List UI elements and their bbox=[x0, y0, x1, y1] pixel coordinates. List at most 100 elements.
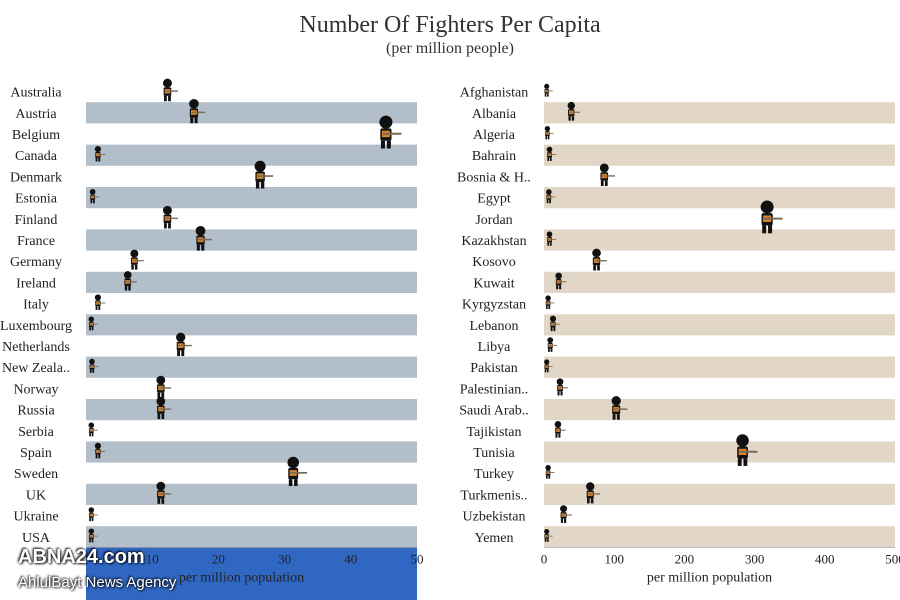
category-label: Saudi Arab.. bbox=[459, 404, 529, 419]
fighter-leg bbox=[386, 140, 391, 149]
category-label: Serbia bbox=[18, 425, 55, 440]
category-label: Canada bbox=[15, 149, 58, 164]
fighter-leg bbox=[95, 454, 98, 459]
fighter-leg bbox=[768, 225, 773, 234]
fighter-leg bbox=[547, 369, 549, 373]
category-label: Turkey bbox=[474, 467, 514, 482]
fighter-leg bbox=[571, 116, 575, 121]
row-band bbox=[86, 144, 417, 166]
fighter-leg bbox=[131, 264, 134, 270]
row-band bbox=[86, 187, 417, 209]
fighter-head bbox=[760, 200, 774, 214]
fighter-leg bbox=[157, 498, 161, 504]
fighter-leg bbox=[550, 348, 553, 352]
fighter-icon bbox=[130, 249, 144, 270]
fighter-head bbox=[546, 189, 552, 195]
row-band bbox=[544, 187, 895, 209]
category-label: Kazakhstan bbox=[461, 234, 526, 249]
row-band bbox=[544, 399, 895, 421]
fighter-icon bbox=[544, 125, 554, 140]
category-label: Egypt bbox=[477, 192, 511, 207]
tick-label: 20 bbox=[212, 551, 225, 566]
fighter-icon bbox=[88, 422, 98, 437]
fighter-head bbox=[736, 434, 749, 447]
fighter-leg bbox=[560, 391, 563, 396]
fighter-leg bbox=[545, 136, 548, 140]
row-band bbox=[86, 314, 417, 336]
fighter-leg bbox=[124, 285, 128, 291]
fighter-icon bbox=[176, 332, 192, 357]
row-band bbox=[86, 229, 417, 251]
category-label: Afghanistan bbox=[460, 86, 528, 101]
tick-label: 0 bbox=[541, 551, 548, 566]
fighter-icon bbox=[88, 316, 98, 331]
fighter-head bbox=[567, 101, 576, 110]
fighter-icon bbox=[560, 505, 572, 523]
fighter-leg bbox=[549, 242, 552, 246]
fighter-icon bbox=[544, 529, 553, 542]
fighter-head bbox=[94, 145, 102, 153]
fighter-icon bbox=[592, 248, 607, 271]
fighter-leg bbox=[288, 479, 293, 486]
fighter-head bbox=[546, 231, 553, 238]
fighter-head bbox=[555, 272, 562, 280]
fighter-head bbox=[89, 189, 96, 195]
fighter-leg bbox=[380, 140, 385, 149]
category-label: USA bbox=[22, 531, 51, 546]
fighter-icon bbox=[556, 378, 569, 396]
fighter-leg bbox=[91, 517, 94, 522]
fighter-leg bbox=[547, 242, 550, 246]
fighter-leg bbox=[547, 538, 549, 542]
tick-label: 500 bbox=[885, 551, 900, 566]
fighter-leg bbox=[128, 285, 131, 291]
category-label: Austria bbox=[15, 107, 57, 122]
watermark-brand: ABNA24.com bbox=[18, 546, 145, 568]
fighter-icon bbox=[94, 145, 106, 162]
tick-label: 50 bbox=[411, 551, 424, 566]
fighter-head bbox=[156, 375, 166, 385]
tick-label: 300 bbox=[745, 551, 765, 566]
category-label: Bosnia & H.. bbox=[457, 170, 531, 185]
fighter-icon bbox=[89, 189, 100, 204]
fighter-icon bbox=[156, 481, 172, 504]
fighter-leg bbox=[89, 539, 91, 543]
category-label: Tajikistan bbox=[466, 425, 521, 440]
fighter-head bbox=[611, 396, 621, 406]
fighter-head bbox=[123, 271, 132, 279]
fighter-leg bbox=[544, 538, 547, 542]
fighter-head bbox=[254, 160, 266, 172]
fighter-icon bbox=[546, 231, 557, 246]
category-label: Australia bbox=[10, 86, 62, 101]
category-label: Italy bbox=[23, 298, 49, 313]
fighter-head bbox=[94, 442, 102, 449]
fighter-leg bbox=[196, 244, 200, 251]
fighter-leg bbox=[190, 117, 194, 124]
fighter-leg bbox=[762, 225, 767, 234]
fighter-leg bbox=[98, 306, 101, 310]
fighter-leg bbox=[93, 199, 95, 204]
fighter-leg bbox=[177, 350, 181, 357]
fighter-leg bbox=[550, 327, 553, 332]
fighter-leg bbox=[593, 265, 596, 271]
chart-subtitle: (per million people) bbox=[386, 40, 514, 57]
tick-label: 100 bbox=[604, 551, 624, 566]
fighter-head bbox=[544, 529, 550, 535]
fighter-head bbox=[195, 225, 206, 236]
fighter-head bbox=[560, 505, 568, 513]
category-label: Netherlands bbox=[2, 340, 70, 355]
category-label: Uzbekistan bbox=[463, 510, 526, 525]
fighter-icon bbox=[162, 78, 179, 102]
fighter-leg bbox=[548, 475, 551, 479]
fighter-leg bbox=[556, 285, 559, 290]
fighter-head bbox=[547, 337, 554, 344]
row-band bbox=[86, 271, 417, 293]
fighter-leg bbox=[600, 180, 604, 187]
fighter-leg bbox=[157, 413, 161, 420]
fighter-icon bbox=[555, 272, 567, 290]
row-band bbox=[544, 229, 895, 251]
category-label: Estonia bbox=[15, 192, 58, 207]
chart-title: Number Of Fighters Per Capita bbox=[299, 12, 601, 38]
fighter-head bbox=[88, 316, 95, 322]
fighter-leg bbox=[612, 414, 616, 420]
x-axis-label: per million population bbox=[647, 570, 772, 585]
